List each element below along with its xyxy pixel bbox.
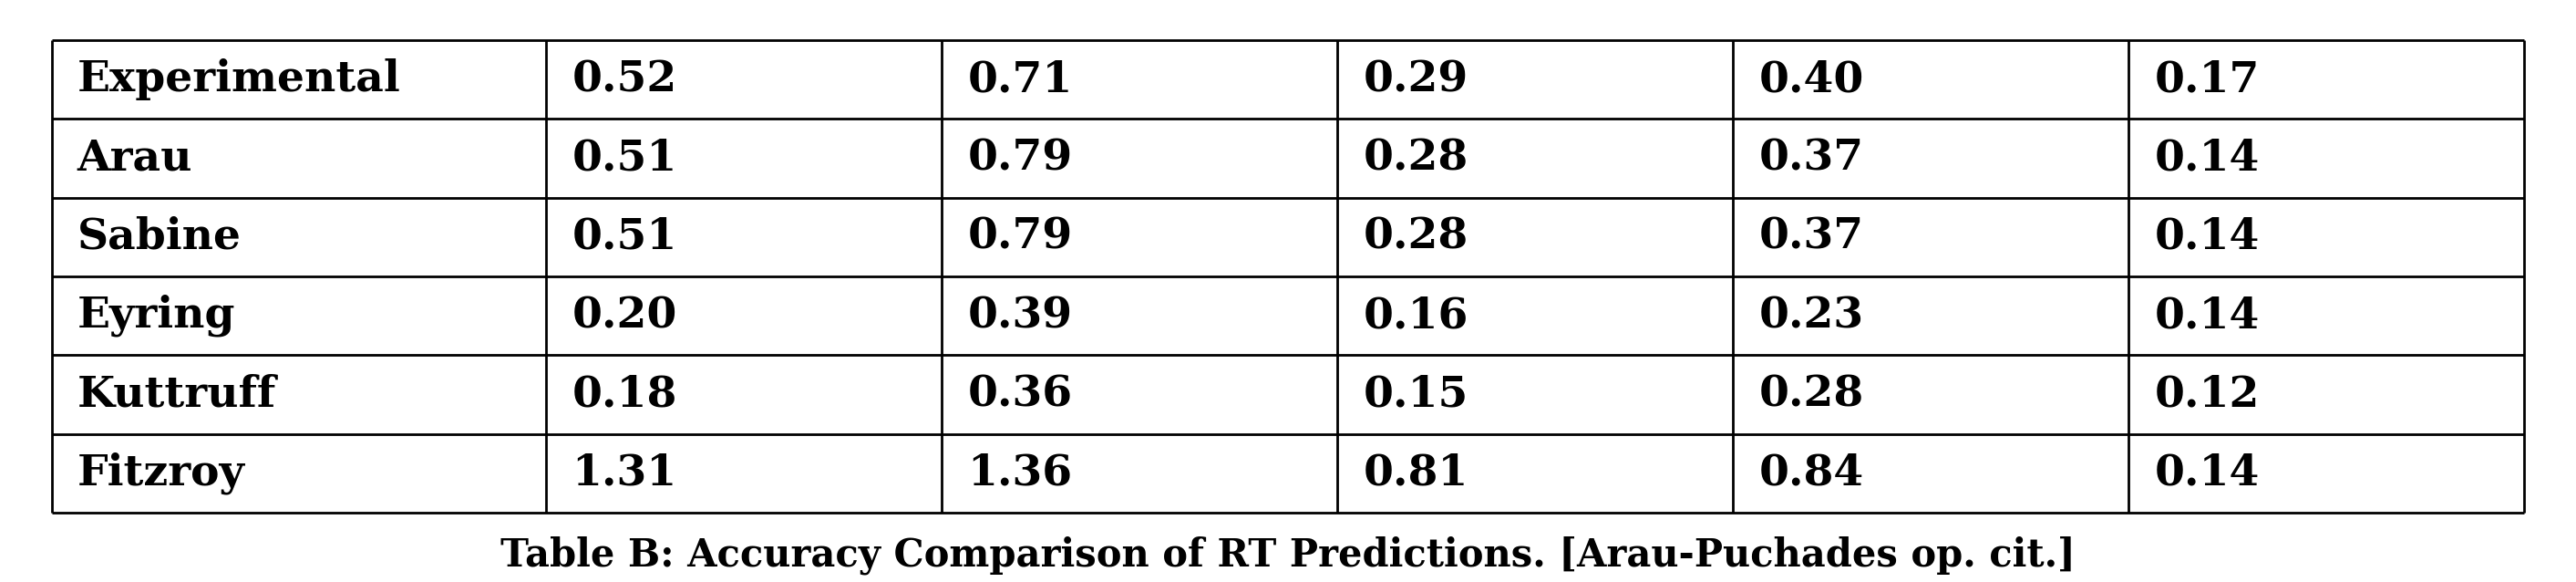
Text: 0.12: 0.12 <box>2154 374 2259 416</box>
Text: 0.81: 0.81 <box>1363 452 1468 494</box>
Text: 0.14: 0.14 <box>2154 452 2259 494</box>
Text: 1.36: 1.36 <box>969 452 1072 494</box>
Text: Arau: Arau <box>77 137 193 179</box>
Text: 0.29: 0.29 <box>1363 58 1468 100</box>
Text: Fitzroy: Fitzroy <box>77 452 245 495</box>
Text: Table B: Accuracy Comparison of RT Predictions. [Arau-Puchades op. cit.]: Table B: Accuracy Comparison of RT Predi… <box>500 535 2076 574</box>
Text: 0.79: 0.79 <box>969 216 1072 258</box>
Text: 0.28: 0.28 <box>1363 216 1468 258</box>
Text: Eyring: Eyring <box>77 294 234 337</box>
Text: 0.28: 0.28 <box>1759 374 1865 416</box>
Text: 0.37: 0.37 <box>1759 137 1865 179</box>
Text: 0.15: 0.15 <box>1363 374 1468 416</box>
Text: 0.14: 0.14 <box>2154 295 2259 337</box>
Text: 0.84: 0.84 <box>1759 452 1865 494</box>
Text: Sabine: Sabine <box>77 216 242 258</box>
Text: 0.71: 0.71 <box>969 58 1072 100</box>
Text: 0.36: 0.36 <box>969 374 1072 416</box>
Text: 0.18: 0.18 <box>572 374 677 416</box>
Text: 0.51: 0.51 <box>572 137 677 179</box>
Text: 0.14: 0.14 <box>2154 216 2259 258</box>
Text: 0.20: 0.20 <box>572 295 677 337</box>
Text: 0.23: 0.23 <box>1759 295 1865 337</box>
Text: 0.52: 0.52 <box>572 58 677 100</box>
Text: 0.28: 0.28 <box>1363 137 1468 179</box>
Text: 1.31: 1.31 <box>572 452 677 494</box>
Text: 0.39: 0.39 <box>969 295 1072 337</box>
Text: 0.79: 0.79 <box>969 137 1072 179</box>
Text: Kuttruff: Kuttruff <box>77 374 276 416</box>
Text: 0.16: 0.16 <box>1363 295 1468 337</box>
Text: 0.14: 0.14 <box>2154 137 2259 179</box>
Text: 0.17: 0.17 <box>2154 58 2259 100</box>
Text: 0.51: 0.51 <box>572 216 677 258</box>
Text: Experimental: Experimental <box>77 58 402 100</box>
Text: 0.40: 0.40 <box>1759 58 1865 100</box>
Text: 0.37: 0.37 <box>1759 216 1865 258</box>
